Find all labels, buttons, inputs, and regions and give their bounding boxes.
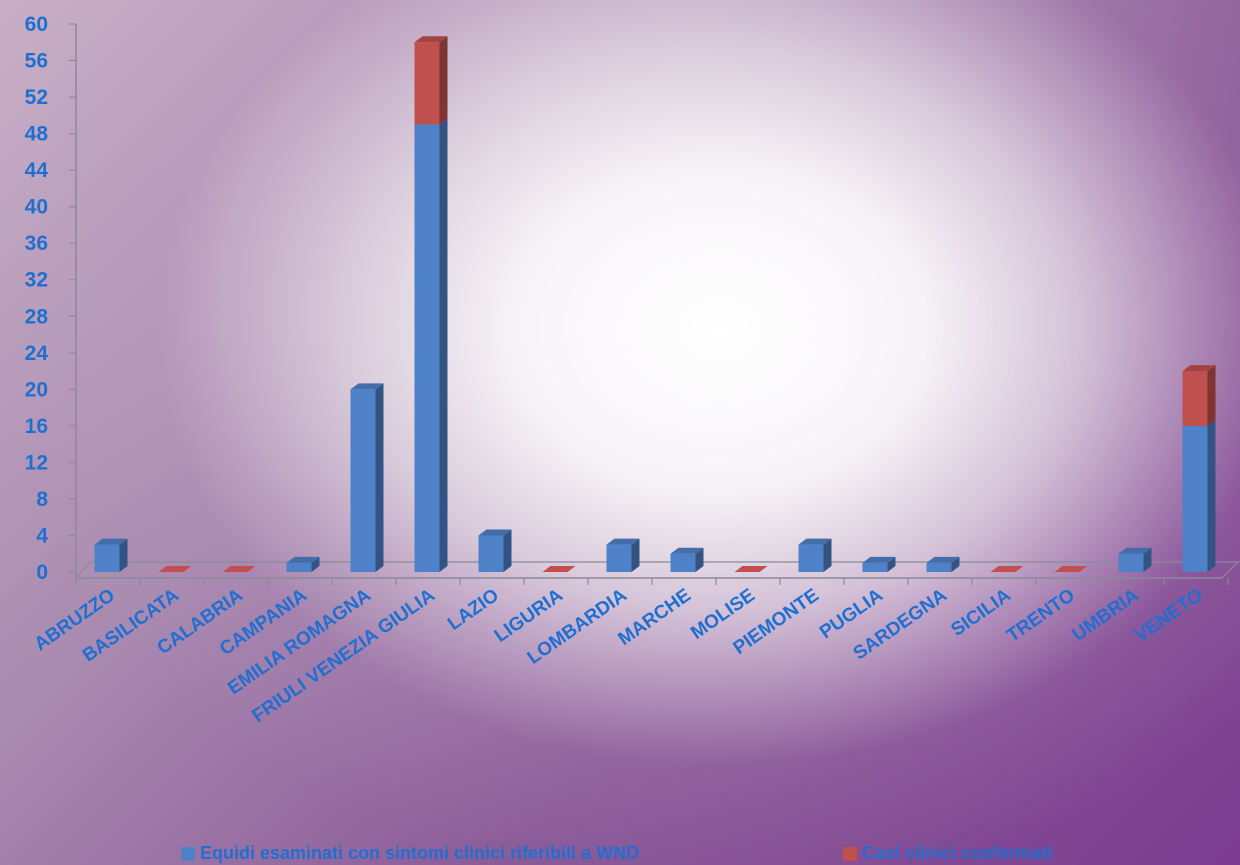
bar-puglia xyxy=(862,556,896,572)
bar-top-cap xyxy=(1182,365,1216,372)
y-tick-label: 0 xyxy=(36,561,48,584)
legend-swatch-series-1 xyxy=(181,846,195,861)
bar-segment-front xyxy=(798,544,824,572)
y-tick-label: 36 xyxy=(25,232,48,255)
floor-back-edge xyxy=(75,561,1240,579)
bar-calabria xyxy=(222,566,256,572)
bar-zero-cap xyxy=(222,566,256,572)
bar-basilicata xyxy=(158,566,192,572)
bar-sardegna xyxy=(926,556,960,572)
bar-segment-side xyxy=(1143,547,1152,572)
bar-segment-front xyxy=(286,562,312,572)
axes xyxy=(69,23,1240,585)
bar-segment-front xyxy=(414,124,440,572)
bar-top-cap xyxy=(798,538,832,545)
bar-marche xyxy=(670,547,704,572)
bar-piemonte xyxy=(798,538,832,572)
x-category-label: UMBRIA xyxy=(1069,585,1144,646)
bar-top-cap xyxy=(94,538,128,545)
bar-segment-front xyxy=(94,544,120,572)
bar-top-cap xyxy=(926,556,960,563)
y-tick-label: 40 xyxy=(25,196,48,219)
bar-zero-cap xyxy=(1054,566,1088,572)
y-tick-label: 32 xyxy=(25,269,48,292)
bar-sicilia xyxy=(990,566,1024,572)
bar-zero-cap xyxy=(734,566,768,572)
floor-right-edge xyxy=(1221,561,1239,579)
bar-segment-front xyxy=(478,535,504,572)
bar-lombardia xyxy=(606,538,640,572)
y-tick-label: 48 xyxy=(25,123,49,146)
legend-swatch-series-2 xyxy=(843,846,857,861)
bar-zero-cap xyxy=(542,566,576,572)
bar-segment-front xyxy=(1182,371,1208,426)
bar-segment-side xyxy=(1207,419,1216,572)
bar-segment-side xyxy=(439,118,448,572)
bar-segment-front xyxy=(1118,553,1144,572)
y-tick-label: 28 xyxy=(25,305,49,328)
y-tick-label: 16 xyxy=(25,415,48,438)
bar-segment-front xyxy=(926,562,952,572)
bar-top-cap xyxy=(862,556,896,563)
bar-segment-front xyxy=(350,389,376,572)
legend-item-series-1[interactable]: Equidi esaminati con sintomi clinici rif… xyxy=(181,843,639,864)
legend-label-series-1: Equidi esaminati con sintomi clinici rif… xyxy=(200,843,640,863)
bar-segment-front xyxy=(1182,425,1208,572)
y-tick-label: 4 xyxy=(36,524,48,547)
bar-top-cap xyxy=(350,383,384,390)
legend-item-series-2[interactable]: Casi clinici confermati xyxy=(843,843,1053,864)
bar-segment-side xyxy=(951,556,960,572)
bar-friuli-venezia-giulia xyxy=(414,36,448,572)
bar-segment-side xyxy=(119,538,128,572)
bar-campania xyxy=(286,556,320,572)
bar-segment-front xyxy=(670,553,696,572)
bar-veneto xyxy=(1182,365,1216,572)
y-tick-label: 52 xyxy=(25,86,48,109)
bar-segment-side xyxy=(1207,365,1216,426)
bar-top-cap xyxy=(478,529,512,536)
bar-trento xyxy=(1054,566,1088,572)
bar-segment-side xyxy=(503,529,512,572)
bar-segment-front xyxy=(414,42,440,125)
y-tick-label: 20 xyxy=(25,378,48,401)
bar-umbria xyxy=(1118,547,1152,572)
bar-abruzzo xyxy=(94,538,128,572)
y-tick-label: 60 xyxy=(25,13,48,36)
bar-segment-side xyxy=(823,538,832,572)
bar-top-cap xyxy=(1118,547,1152,554)
y-tick-label: 56 xyxy=(25,50,48,73)
bar-liguria xyxy=(542,566,576,572)
bar-lazio xyxy=(478,529,512,572)
bar-top-cap xyxy=(286,556,320,563)
bar-zero-cap xyxy=(158,566,192,572)
bar-segment-front xyxy=(862,562,888,572)
y-tick-label: 44 xyxy=(25,159,49,182)
x-category-label: VENETO xyxy=(1131,585,1207,647)
bar-top-cap xyxy=(670,547,704,554)
bar-segment-side xyxy=(695,547,704,572)
bar-segment-front xyxy=(606,544,632,572)
bar-segment-side xyxy=(375,383,384,572)
y-tick-label: 24 xyxy=(25,342,49,365)
x-category-label: TRENTO xyxy=(1003,585,1079,647)
bar-segment-side xyxy=(887,556,896,572)
bar-segment-side xyxy=(311,556,320,572)
bar-top-cap xyxy=(606,538,640,545)
bar-emilia-romagna xyxy=(350,383,384,572)
bar-top-cap xyxy=(414,36,448,43)
bars xyxy=(94,36,1216,572)
legend-label-series-2: Casi clinici confermati xyxy=(862,843,1054,863)
bar-molise xyxy=(734,566,768,572)
bar-segment-side xyxy=(631,538,640,572)
y-tick-label: 12 xyxy=(25,451,48,474)
x-category-label: MARCHE xyxy=(615,585,695,650)
x-axis-category-labels: ABRUZZOBASILICATACALABRIACAMPANIAEMILIA … xyxy=(31,585,1207,727)
bar-segment-side xyxy=(439,36,448,125)
legend: Equidi esaminati con sintomi clinici rif… xyxy=(0,843,1240,865)
y-tick-label: 8 xyxy=(36,488,48,511)
bar-zero-cap xyxy=(990,566,1024,572)
